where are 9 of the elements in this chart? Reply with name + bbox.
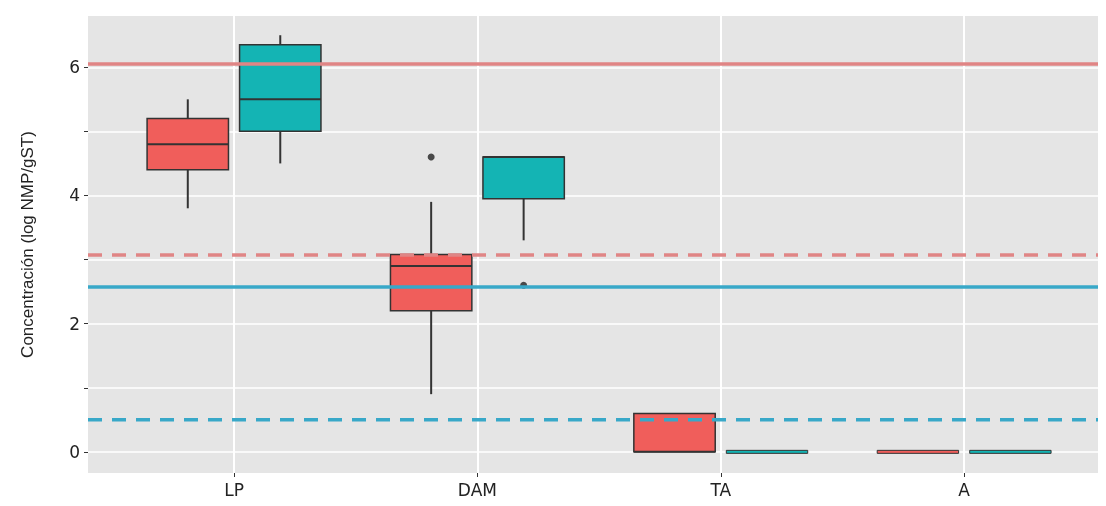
y-tick-label: 6 <box>69 57 80 78</box>
y-tick-label: 0 <box>69 441 80 462</box>
x-tick-label: DAM <box>457 479 497 500</box>
y-tick-label: 4 <box>69 185 80 206</box>
y-tick-label: 2 <box>69 313 80 334</box>
x-tick-label: LP <box>224 479 244 500</box>
x-tick-label: A <box>958 479 971 500</box>
x-tick-label: TA <box>709 479 732 500</box>
y-axis-title: Concentración (log NMP/gST) <box>18 131 37 358</box>
